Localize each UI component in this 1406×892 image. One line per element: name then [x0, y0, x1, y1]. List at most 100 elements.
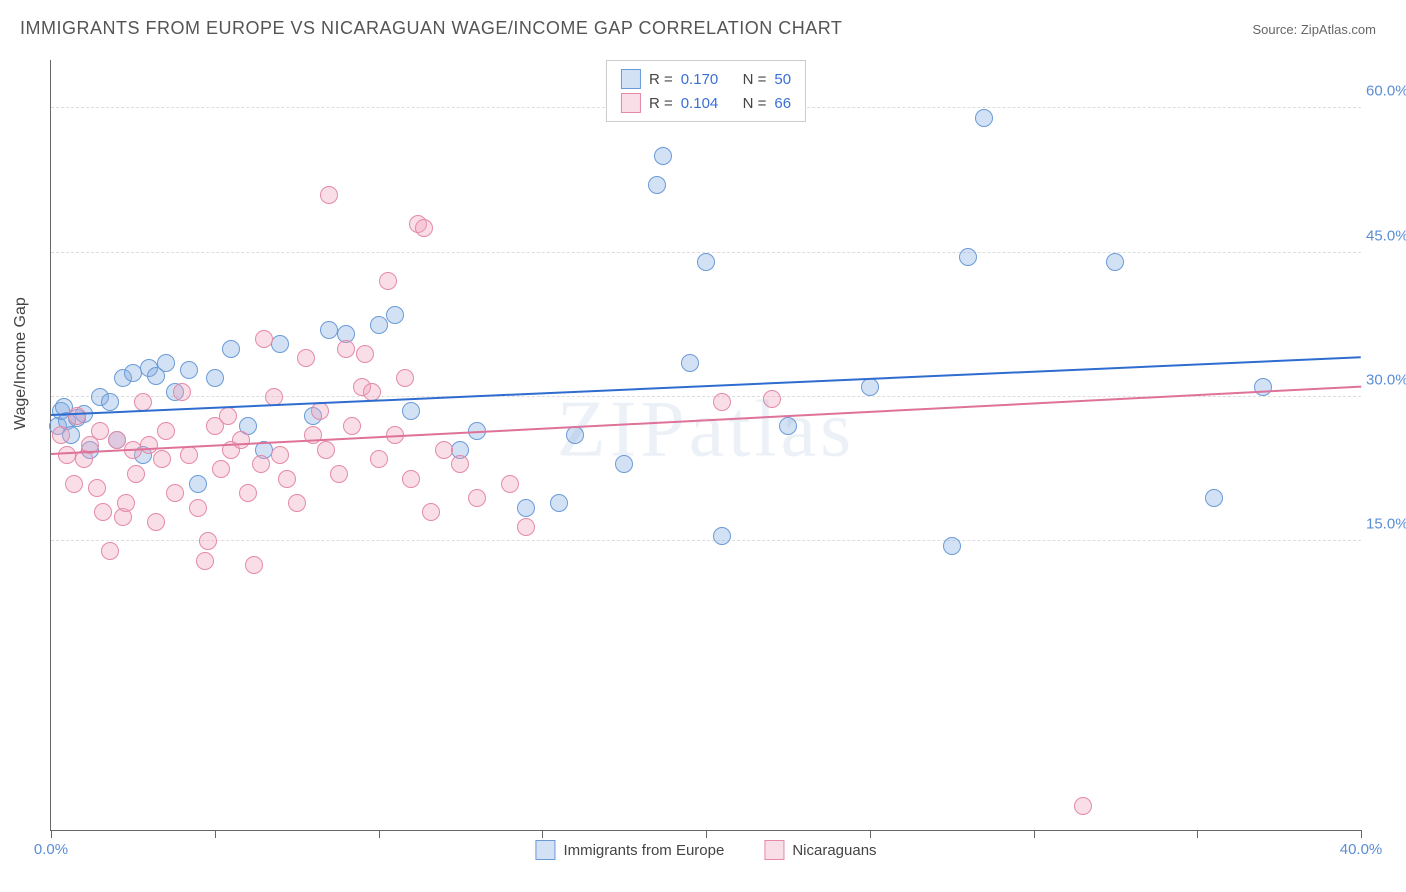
y-tick-label: 15.0%: [1366, 516, 1406, 533]
legend-label-0: Immigrants from Europe: [563, 842, 724, 859]
data-point: [245, 556, 263, 574]
data-point: [402, 470, 420, 488]
y-tick-label: 45.0%: [1366, 227, 1406, 244]
data-point: [255, 330, 273, 348]
data-point: [861, 378, 879, 396]
x-tick: [379, 830, 380, 838]
x-tick: [1034, 830, 1035, 838]
y-tick-label: 30.0%: [1366, 371, 1406, 388]
data-point: [65, 475, 83, 493]
y-axis-label: Wage/Income Gap: [12, 297, 30, 430]
data-point: [91, 422, 109, 440]
data-point: [252, 455, 270, 473]
n-value-1: 66: [774, 95, 791, 112]
legend-label-1: Nicaraguans: [792, 842, 876, 859]
data-point: [94, 503, 112, 521]
data-point: [232, 431, 250, 449]
x-tick-label: 0.0%: [34, 841, 68, 858]
gridline: [51, 540, 1361, 541]
data-point: [337, 340, 355, 358]
legend-series: Immigrants from Europe Nicaraguans: [525, 840, 886, 860]
data-point: [959, 248, 977, 266]
data-point: [501, 475, 519, 493]
data-point: [311, 402, 329, 420]
swatch-series-1: [621, 93, 641, 113]
data-point: [199, 532, 217, 550]
data-point: [517, 518, 535, 536]
data-point: [288, 494, 306, 512]
data-point: [212, 460, 230, 478]
data-point: [386, 306, 404, 324]
data-point: [222, 340, 240, 358]
data-point: [206, 369, 224, 387]
data-point: [356, 345, 374, 363]
x-tick: [51, 830, 52, 838]
data-point: [189, 475, 207, 493]
data-point: [713, 393, 731, 411]
legend-item: Nicaraguans: [764, 840, 876, 860]
data-point: [451, 455, 469, 473]
data-point: [402, 402, 420, 420]
n-label: N =: [743, 71, 767, 88]
r-label: R =: [649, 71, 673, 88]
source-attribution: Source: ZipAtlas.com: [1252, 22, 1376, 37]
data-point: [271, 335, 289, 353]
data-point: [343, 417, 361, 435]
data-point: [117, 494, 135, 512]
data-point: [1254, 378, 1272, 396]
swatch-series-1: [764, 840, 784, 860]
data-point: [1074, 797, 1092, 815]
data-point: [379, 272, 397, 290]
data-point: [157, 354, 175, 372]
legend-row: R = 0.170 N = 50: [621, 67, 791, 91]
data-point: [566, 426, 584, 444]
data-point: [140, 436, 158, 454]
data-point: [189, 499, 207, 517]
swatch-series-0: [621, 69, 641, 89]
data-point: [550, 494, 568, 512]
n-label: N =: [743, 95, 767, 112]
data-point: [134, 393, 152, 411]
data-point: [153, 450, 171, 468]
watermark: ZIPatlas: [557, 384, 856, 475]
swatch-series-0: [535, 840, 555, 860]
data-point: [239, 484, 257, 502]
data-point: [697, 253, 715, 271]
data-point: [320, 321, 338, 339]
data-point: [681, 354, 699, 372]
data-point: [396, 369, 414, 387]
r-value-1: 0.104: [681, 95, 719, 112]
data-point: [763, 390, 781, 408]
data-point: [101, 393, 119, 411]
source-name: ZipAtlas.com: [1301, 22, 1376, 37]
data-point: [648, 176, 666, 194]
data-point: [654, 147, 672, 165]
data-point: [58, 446, 76, 464]
data-point: [271, 446, 289, 464]
source-label: Source:: [1252, 22, 1300, 37]
data-point: [278, 470, 296, 488]
x-tick: [215, 830, 216, 838]
n-value-0: 50: [774, 71, 791, 88]
x-tick: [542, 830, 543, 838]
data-point: [108, 431, 126, 449]
legend-row: R = 0.104 N = 66: [621, 91, 791, 115]
data-point: [180, 446, 198, 464]
data-point: [517, 499, 535, 517]
data-point: [68, 407, 86, 425]
data-point: [147, 513, 165, 531]
data-point: [330, 465, 348, 483]
data-point: [615, 455, 633, 473]
data-point: [975, 109, 993, 127]
y-tick-label: 60.0%: [1366, 83, 1406, 100]
data-point: [52, 426, 70, 444]
x-tick: [870, 830, 871, 838]
data-point: [127, 465, 145, 483]
scatter-chart: ZIPatlas R = 0.170 N = 50 R = 0.104 N = …: [50, 60, 1361, 831]
data-point: [779, 417, 797, 435]
data-point: [173, 383, 191, 401]
x-tick-label: 40.0%: [1340, 841, 1383, 858]
data-point: [943, 537, 961, 555]
legend-statistics: R = 0.170 N = 50 R = 0.104 N = 66: [606, 60, 806, 122]
data-point: [196, 552, 214, 570]
